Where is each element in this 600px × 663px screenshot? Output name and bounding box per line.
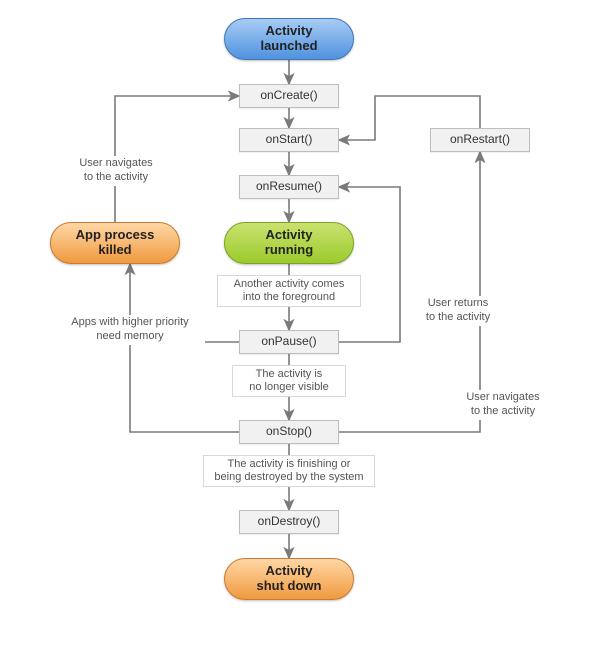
node-lblReturn: User returns to the activity [405, 296, 511, 326]
node-descInvis: The activity is no longer visible [232, 365, 346, 397]
node-lblNavLeft: User navigates to the activity [62, 156, 170, 186]
node-onStop: onStop() [239, 420, 339, 444]
node-onResume: onResume() [239, 175, 339, 199]
node-launched: Activity launched [224, 18, 354, 60]
node-onRestart: onRestart() [430, 128, 530, 152]
node-descFinish: The activity is finishing or being destr… [203, 455, 375, 487]
node-lblNavR: User navigates to the activity [450, 390, 556, 420]
node-onDestroy: onDestroy() [239, 510, 339, 534]
activity-lifecycle-diagram: Activity launched onCreate() onStart() onRe… [0, 0, 600, 663]
node-onCreate: onCreate() [239, 84, 339, 108]
node-onPause: onPause() [239, 330, 339, 354]
node-shutdown: Activity shut down [224, 558, 354, 600]
edge-e_onPause_right [339, 187, 400, 342]
node-lblMem: Apps with higher priority need memory [55, 315, 205, 345]
node-running: Activity running [224, 222, 354, 264]
node-appKilled: App process killed [50, 222, 180, 264]
node-descFg: Another activity comes into the foregrou… [217, 275, 361, 307]
node-onStart: onStart() [239, 128, 339, 152]
edge-e_onStop_left [130, 342, 239, 432]
